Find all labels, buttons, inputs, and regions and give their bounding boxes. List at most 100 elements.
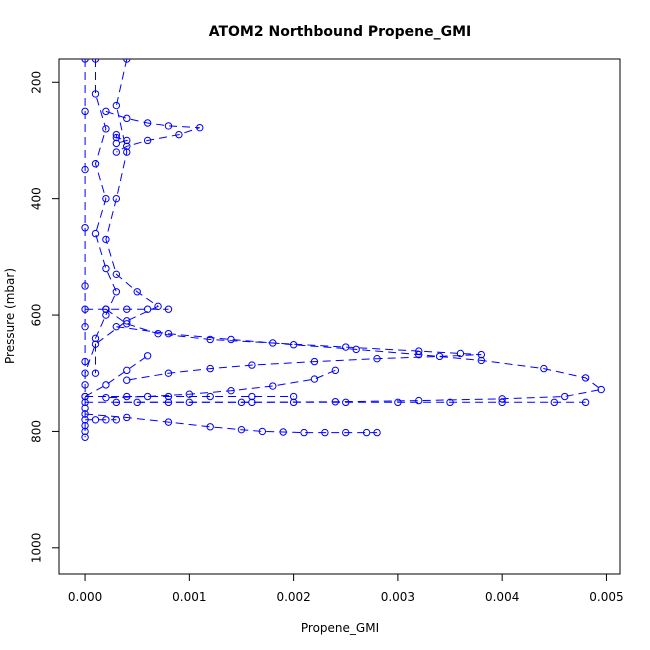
data-point xyxy=(102,393,110,402)
data-point xyxy=(206,392,214,401)
data-point xyxy=(123,136,131,145)
x-tick-label: 0.004 xyxy=(485,590,519,604)
data-point xyxy=(446,398,454,407)
data-point xyxy=(102,305,110,313)
data-point xyxy=(206,335,214,344)
data-point xyxy=(269,382,277,390)
series-line xyxy=(94,59,117,374)
data-point xyxy=(143,352,152,360)
series xyxy=(81,398,590,407)
data-point xyxy=(81,322,89,331)
data-point xyxy=(102,416,110,424)
data-point xyxy=(102,107,110,116)
x-axis-label: Propene_GMI xyxy=(301,621,379,635)
data-point xyxy=(321,428,329,437)
series-line xyxy=(84,59,160,374)
series-line xyxy=(105,110,200,153)
data-point xyxy=(206,364,214,373)
series xyxy=(81,352,152,401)
series-line xyxy=(85,413,377,434)
plot-frame xyxy=(58,58,621,575)
data-point xyxy=(394,398,402,407)
data-point xyxy=(289,398,298,407)
data-point xyxy=(289,341,298,349)
data-point xyxy=(185,398,194,407)
data-point xyxy=(581,374,590,382)
chart-title: ATOM2 Northbound Propene_GMI xyxy=(209,24,472,40)
data-point xyxy=(112,133,121,142)
data-point xyxy=(206,423,214,431)
data-point xyxy=(477,356,486,365)
data-point xyxy=(81,59,89,63)
data-point xyxy=(143,119,152,127)
data-point xyxy=(185,390,194,398)
data-point xyxy=(237,425,246,434)
series xyxy=(102,366,340,402)
series-line xyxy=(105,369,336,399)
data-point xyxy=(310,357,319,366)
series xyxy=(81,410,381,437)
data-point xyxy=(331,366,340,375)
data-point xyxy=(310,375,319,383)
data-point xyxy=(81,427,89,436)
data-point xyxy=(456,349,465,358)
data-point xyxy=(81,392,89,401)
data-point xyxy=(81,416,89,424)
plot-data xyxy=(81,59,605,441)
x-tick-label: 0.000 xyxy=(68,590,102,604)
data-point xyxy=(415,396,423,405)
data-point xyxy=(331,398,340,406)
data-point xyxy=(164,305,173,313)
data-point xyxy=(91,90,100,98)
data-point xyxy=(81,224,89,232)
data-point xyxy=(81,421,89,430)
data-point xyxy=(123,317,131,325)
data-point xyxy=(91,334,100,343)
data-point xyxy=(91,229,100,238)
data-point xyxy=(91,416,100,424)
data-point xyxy=(102,194,110,203)
data-point xyxy=(81,369,89,377)
series-line xyxy=(115,134,129,144)
y-tick-label: 400 xyxy=(30,187,44,210)
data-point xyxy=(123,59,131,63)
data-point xyxy=(91,340,100,348)
data-point xyxy=(112,130,121,139)
data-point xyxy=(102,311,110,319)
data-point xyxy=(91,369,100,377)
y-tick-label: 1000 xyxy=(30,533,44,564)
data-point xyxy=(342,398,350,407)
series xyxy=(102,107,204,156)
data-point xyxy=(540,364,548,373)
y-tick-label: 600 xyxy=(30,304,44,327)
data-point xyxy=(123,320,131,328)
data-point xyxy=(81,305,89,313)
x-axis: 0.000 0.001 0.002 0.003 0.004 0.005 xyxy=(68,573,624,604)
series xyxy=(91,59,121,377)
data-point xyxy=(597,385,605,394)
series xyxy=(81,59,89,441)
data-point xyxy=(81,381,89,389)
series xyxy=(112,130,131,148)
data-point xyxy=(123,305,131,313)
data-point xyxy=(81,398,89,407)
data-point xyxy=(300,428,308,437)
data-point xyxy=(123,392,131,401)
data-point xyxy=(81,107,89,116)
data-point xyxy=(248,392,256,401)
y-tick-label: 800 xyxy=(30,420,44,443)
data-point xyxy=(342,428,350,437)
data-point xyxy=(81,165,89,174)
data-point xyxy=(112,139,121,148)
data-point xyxy=(164,369,173,377)
data-point xyxy=(123,413,131,422)
data-point xyxy=(196,123,204,132)
data-point xyxy=(112,322,121,331)
data-point xyxy=(289,392,298,401)
data-point xyxy=(143,136,152,145)
data-point xyxy=(102,264,110,273)
data-point xyxy=(154,329,162,338)
data-point xyxy=(102,381,110,389)
data-point xyxy=(143,305,152,313)
data-point xyxy=(227,335,235,344)
